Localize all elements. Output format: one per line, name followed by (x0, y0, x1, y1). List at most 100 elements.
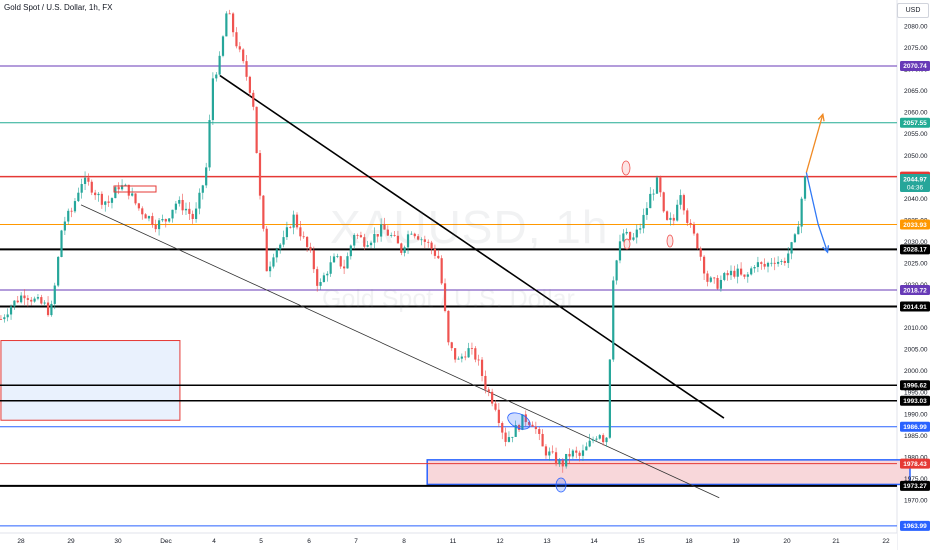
price-tick-label: 2010.00 (904, 325, 928, 332)
candle-body (655, 177, 659, 194)
candle-body (265, 228, 268, 272)
candle-body (306, 236, 309, 247)
time-axis-panel[interactable] (0, 533, 897, 550)
candle-body (507, 437, 511, 442)
candle-body (420, 239, 423, 241)
price-badge (900, 60, 930, 71)
candle-body (326, 273, 329, 276)
candle-body (0, 318, 3, 320)
candle-body (793, 234, 797, 243)
time-labels-layer: 28 29 30 Dec 4 5 6 7 8 11 12 13 14 15 18 19 20 21 22 (17, 538, 890, 545)
candle-body (521, 414, 524, 430)
candle-body (561, 460, 564, 467)
time-axis-label: 15 (637, 538, 645, 545)
candle-body (63, 221, 66, 231)
candle-body (447, 310, 450, 343)
candle-body (777, 261, 780, 264)
time-axis-label: 30 (114, 538, 122, 545)
chart-title: Gold Spot / U.S. Dollar, 1h, FX (4, 3, 113, 12)
candle-body (494, 403, 497, 410)
candle-body (787, 253, 790, 263)
candle-body (615, 260, 618, 281)
candle-body (349, 245, 352, 257)
candle-body (575, 450, 578, 453)
candle-body (585, 446, 588, 451)
time-axis-label: 7 (354, 538, 358, 545)
candle-body (756, 262, 760, 268)
price-badge-label: 2033.93 (903, 222, 927, 229)
candle-body (763, 263, 766, 267)
candle-body (770, 262, 773, 264)
candle-body (20, 295, 23, 303)
price-tick-label: 2040.00 (904, 196, 928, 203)
candle-body (538, 429, 541, 434)
candle-body (746, 274, 749, 277)
candle-body (554, 452, 558, 465)
candle-body (766, 262, 770, 267)
candle-body (581, 450, 585, 456)
candle-body (628, 231, 632, 240)
currency-button[interactable]: USD (897, 3, 929, 18)
candle-body (94, 192, 97, 196)
candle-body (329, 262, 332, 274)
candle-body (726, 273, 729, 276)
price-tick-label: 2075.00 (904, 45, 928, 52)
time-axis-label: 22 (882, 538, 890, 545)
candle-body (433, 248, 437, 256)
candle-body (467, 348, 470, 358)
candle-body (689, 222, 692, 225)
candle-body (692, 224, 696, 234)
candle-body (356, 234, 359, 236)
candle-body (706, 273, 709, 282)
candle-body (168, 218, 171, 222)
candle-body (258, 153, 262, 196)
candle-body (558, 460, 561, 465)
candle-body (53, 285, 56, 304)
candle-body (208, 120, 211, 168)
candle-body (696, 233, 699, 249)
blue-zone (0, 340, 181, 421)
price-badge-label: 2057.55 (903, 120, 927, 127)
candle-body (413, 233, 416, 237)
price-badge-label: 2018.72 (903, 287, 927, 294)
current-price-badge (900, 173, 930, 192)
price-scale-panel[interactable] (897, 0, 932, 550)
markers-layer (113, 160, 674, 493)
candle-body (312, 250, 315, 270)
candle-body (484, 375, 487, 390)
candle-body (800, 198, 803, 227)
time-axis-label: 29 (67, 538, 75, 545)
candle-body (161, 219, 164, 221)
trendline (219, 74, 725, 419)
candle-body (164, 219, 167, 222)
candle-body (393, 235, 396, 236)
price-badge-label: 2028.17 (903, 247, 927, 254)
candle-body (454, 348, 457, 360)
candle-body (511, 436, 514, 438)
price-tick-label: 1985.00 (904, 433, 928, 440)
candle-body (262, 195, 265, 229)
candle-body (295, 214, 299, 228)
candle-body (622, 233, 625, 242)
candle-body (430, 242, 433, 249)
candle-body (6, 314, 9, 318)
price-badge (900, 301, 930, 312)
candle-body (517, 425, 521, 430)
candle-body (201, 185, 204, 193)
candle-body (332, 256, 336, 263)
candle-body (736, 268, 739, 277)
candle-body (716, 278, 719, 289)
candle-body (659, 177, 662, 193)
candle-body (406, 234, 410, 248)
candle-body (289, 227, 292, 229)
candle-body (642, 214, 645, 229)
price-badge-label: 1963.99 (903, 523, 927, 530)
candle-body (299, 227, 302, 237)
candle-body (191, 213, 194, 220)
price-badge (900, 421, 930, 432)
candle-body (248, 76, 252, 93)
candle-body (719, 279, 723, 289)
candle-body (117, 187, 120, 190)
price-tick-label: 2000.00 (904, 368, 928, 375)
